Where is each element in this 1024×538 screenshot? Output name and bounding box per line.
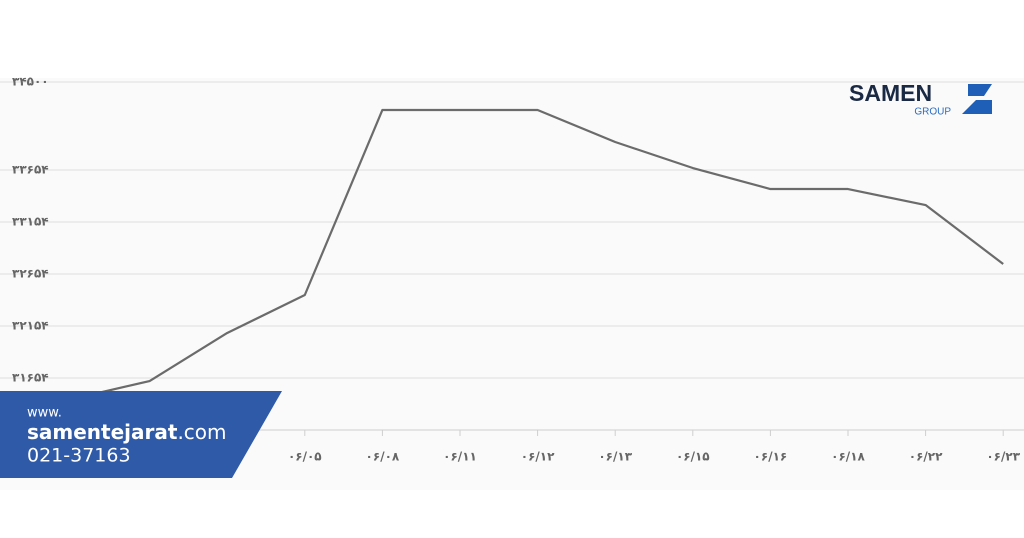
x-tick-label: ۰۶/۲۳ (986, 450, 1020, 464)
y-tick-label: ۳۲۶۵۴ (12, 266, 49, 280)
logo-sub: GROUP (914, 107, 951, 118)
x-tick-label: ۰۶/۱۸ (831, 450, 865, 464)
x-tick-label: ۰۶/۱۳ (598, 450, 632, 464)
banner-phone: 021-37163 (27, 445, 131, 467)
x-tick-label: ۰۶/۱۶ (754, 450, 788, 464)
x-tick-label: ۰۶/۱۲ (521, 450, 555, 464)
banner-tld: .com (177, 420, 226, 444)
y-tick-label: ۳۳۱۵۴ (12, 214, 49, 228)
x-tick-label: ۰۶/۰۸ (366, 450, 400, 464)
x-tick-label: ۰۶/۰۵ (288, 450, 322, 464)
banner-site: samentejarat.com (27, 420, 227, 444)
y-tick-label: ۳۲۱۵۴ (12, 318, 49, 332)
banner-background (0, 391, 282, 478)
y-tick-label: ۳۳۶۵۴ (12, 162, 49, 176)
banner-domain: samentejarat (27, 420, 178, 444)
line (71, 108, 1004, 401)
logo-icon (968, 84, 992, 96)
banner: www. samentejarat.com 021-37163 (0, 391, 282, 478)
logo: SAMEN GROUP (849, 80, 992, 118)
y-tick-label: ۳۴۵۰۰ (12, 75, 49, 89)
x-tick-label: ۰۶/۱۵ (676, 450, 710, 464)
x-tick-label: ۰۶/۱۱ (443, 450, 477, 464)
logo-icon (962, 100, 992, 114)
y-tick-label: ۳۱۶۵۴ (12, 370, 49, 384)
logo-name: SAMEN (849, 80, 932, 106)
x-tick-label: ۰۶/۲۲ (909, 450, 943, 464)
banner-prefix: www. (27, 406, 62, 421)
